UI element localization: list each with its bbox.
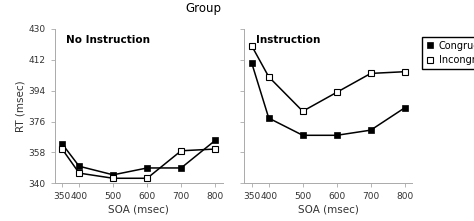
Legend: Congruent, Incongruent: Congruent, Incongruent <box>422 37 474 69</box>
Text: Group: Group <box>186 2 222 15</box>
Text: No Instruction: No Instruction <box>66 35 150 45</box>
Y-axis label: RT (msec): RT (msec) <box>16 80 26 132</box>
X-axis label: SOA (msec): SOA (msec) <box>298 204 359 214</box>
X-axis label: SOA (msec): SOA (msec) <box>108 204 169 214</box>
Text: Instruction: Instruction <box>256 35 320 45</box>
